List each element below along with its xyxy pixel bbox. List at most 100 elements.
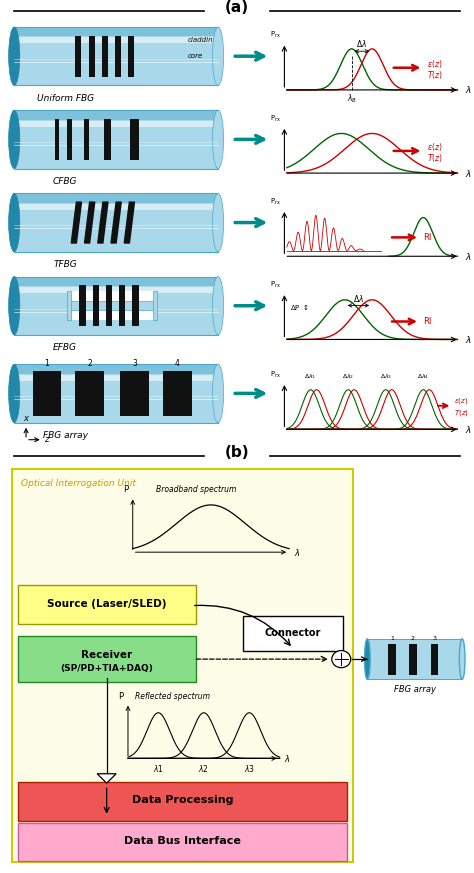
Bar — [106, 285, 112, 327]
Bar — [67, 291, 71, 320]
Polygon shape — [124, 202, 135, 243]
Text: 3: 3 — [433, 636, 437, 642]
Text: FBG array: FBG array — [43, 430, 88, 440]
Ellipse shape — [9, 364, 20, 423]
Text: cladding: cladding — [187, 37, 218, 43]
FancyBboxPatch shape — [243, 616, 343, 650]
Polygon shape — [84, 202, 95, 243]
Polygon shape — [98, 202, 108, 243]
Text: Connector: Connector — [265, 628, 321, 637]
Bar — [18, 287, 214, 292]
Text: 2: 2 — [411, 636, 415, 642]
Text: $\lambda$: $\lambda$ — [465, 251, 472, 262]
Circle shape — [332, 650, 351, 668]
Ellipse shape — [212, 193, 224, 251]
Text: 1: 1 — [45, 359, 49, 368]
Text: $\lambda$: $\lambda$ — [284, 753, 291, 764]
Text: x: x — [24, 414, 28, 423]
Text: $\Delta\lambda_1$: $\Delta\lambda_1$ — [304, 372, 317, 381]
Bar — [55, 119, 59, 160]
Bar — [67, 119, 72, 160]
Bar — [14, 110, 218, 120]
Polygon shape — [71, 202, 82, 243]
Ellipse shape — [212, 364, 224, 423]
Text: $\Delta\lambda_3$: $\Delta\lambda_3$ — [380, 372, 392, 381]
Text: $T(z)$: $T(z)$ — [427, 69, 443, 81]
Text: (a): (a) — [225, 0, 249, 15]
Text: $\lambda$: $\lambda$ — [465, 168, 472, 179]
Text: Source (Laser/SLED): Source (Laser/SLED) — [47, 599, 166, 608]
Bar — [104, 119, 110, 160]
Ellipse shape — [212, 110, 224, 168]
Polygon shape — [111, 202, 121, 243]
Bar — [18, 38, 214, 44]
Bar — [80, 285, 85, 327]
Text: (SP/PD+TIA+DAQ): (SP/PD+TIA+DAQ) — [60, 664, 153, 673]
Bar — [14, 277, 218, 335]
Bar — [102, 36, 108, 77]
Text: Receiver: Receiver — [81, 650, 132, 660]
Text: $\lambda$: $\lambda$ — [465, 85, 472, 95]
Text: $\lambda3$: $\lambda3$ — [244, 763, 255, 773]
Text: 2: 2 — [87, 359, 92, 368]
Text: $\Delta\lambda$: $\Delta\lambda$ — [353, 293, 364, 304]
Text: P$_{\rm rx}$: P$_{\rm rx}$ — [270, 31, 281, 40]
Text: core: core — [187, 53, 203, 59]
Ellipse shape — [459, 639, 465, 679]
Bar — [119, 285, 125, 327]
Text: $\varepsilon(z)$: $\varepsilon(z)$ — [454, 396, 468, 406]
Text: z: z — [44, 436, 48, 444]
Text: CFBG: CFBG — [53, 176, 77, 186]
Ellipse shape — [9, 110, 20, 168]
Bar — [14, 364, 218, 423]
Bar — [132, 285, 138, 327]
Bar — [75, 36, 82, 77]
Bar — [83, 119, 89, 160]
Ellipse shape — [212, 277, 224, 335]
Bar — [69, 301, 155, 310]
Bar — [431, 643, 438, 675]
Bar — [367, 639, 462, 679]
Text: $\Delta\lambda$: $\Delta\lambda$ — [356, 38, 367, 50]
Polygon shape — [97, 773, 116, 783]
Bar — [14, 110, 218, 168]
FancyBboxPatch shape — [18, 585, 196, 624]
Text: RI: RI — [423, 233, 432, 242]
Ellipse shape — [9, 193, 20, 251]
Bar — [18, 204, 214, 210]
Text: $\lambda$: $\lambda$ — [294, 546, 301, 558]
Text: Broadband spectrum: Broadband spectrum — [156, 485, 237, 494]
Bar — [153, 291, 157, 320]
Text: Reflected spectrum: Reflected spectrum — [135, 691, 210, 701]
Text: $\lambda$: $\lambda$ — [465, 334, 472, 345]
Ellipse shape — [9, 27, 20, 86]
Bar — [130, 119, 138, 160]
Bar — [14, 27, 218, 37]
Bar — [115, 36, 121, 77]
Text: Uniform FBG: Uniform FBG — [36, 93, 94, 102]
Text: 3: 3 — [132, 359, 137, 368]
Bar — [89, 36, 95, 77]
Text: Data Bus Interface: Data Bus Interface — [124, 836, 241, 846]
Text: P$_{\rm rx}$: P$_{\rm rx}$ — [270, 196, 281, 207]
Bar — [388, 643, 396, 675]
Ellipse shape — [212, 27, 224, 86]
Text: 1: 1 — [390, 636, 394, 642]
Text: (b): (b) — [225, 444, 249, 459]
Bar — [14, 193, 218, 203]
Bar — [33, 371, 61, 416]
Text: $\Delta\lambda_4$: $\Delta\lambda_4$ — [417, 372, 429, 381]
Text: P$_{\rm rx}$: P$_{\rm rx}$ — [270, 369, 281, 380]
Text: P: P — [123, 485, 128, 494]
Text: Data Processing: Data Processing — [132, 795, 233, 805]
Text: $T(z)$: $T(z)$ — [427, 152, 443, 164]
Bar — [409, 643, 417, 675]
Text: FBG array: FBG array — [394, 684, 436, 693]
Bar — [163, 371, 191, 416]
Text: $\lambda_B$: $\lambda_B$ — [347, 93, 358, 105]
Text: EFBG: EFBG — [53, 343, 77, 352]
Text: 4: 4 — [175, 359, 180, 368]
FancyBboxPatch shape — [18, 782, 347, 821]
Bar — [14, 364, 218, 374]
Bar — [120, 371, 149, 416]
